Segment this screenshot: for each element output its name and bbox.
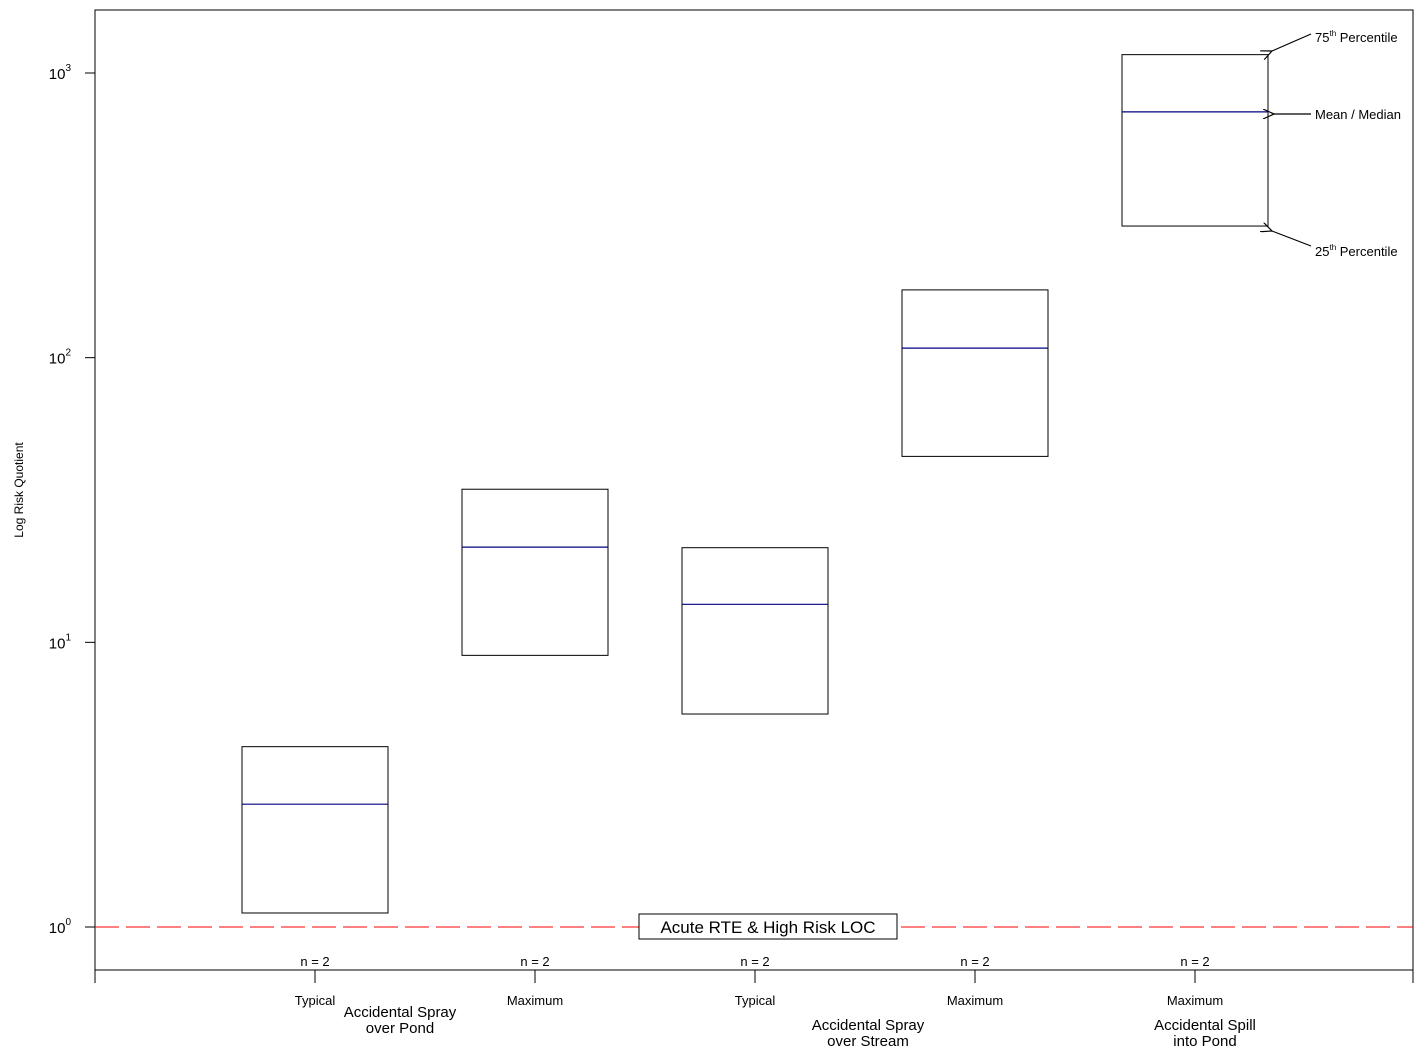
x-group-label: Accidental Spray [812,1017,925,1034]
x-group-label: Accidental Spray [344,1004,457,1021]
reference-line-label: Acute RTE & High Risk LOC [660,918,875,937]
y-axis-label: Log Risk Quotient [12,442,26,538]
p25-label: 25th Percentile [1315,243,1398,259]
y-tick-label: 102 [49,348,72,368]
p25-arrow [1272,231,1312,247]
x-category-label: Maximum [507,993,563,1008]
box-iqr [461,488,609,656]
box-n-label: n = 2 [1180,954,1209,969]
p75-arrow [1272,33,1312,51]
box-iqr [681,547,829,715]
plot-frame [94,9,1414,971]
reference-label-box [638,913,898,940]
x-category-label: Maximum [1167,993,1223,1008]
mean-median-label: Mean / Median [1315,107,1401,122]
x-category-label: Maximum [947,993,1003,1008]
x-group-label: over Pond [366,1020,434,1037]
box-iqr [901,289,1049,457]
y-tick-label: 101 [49,632,72,652]
x-category-label: Typical [735,993,776,1008]
box-legend-annotations: 75th Percentile Mean / Median 25th Perce… [1272,29,1401,259]
p75-label: 75th Percentile [1315,29,1398,45]
boxes [241,54,1269,914]
box-n-label: n = 2 [520,954,549,969]
x-group-label: into Pond [1173,1033,1236,1050]
reference-line-group: Acute RTE & High Risk LOC [95,913,1413,940]
box-iqr [1121,54,1269,227]
x-category-label: Typical [295,993,336,1008]
box-n-label: n = 2 [300,954,329,969]
y-ticks: 100 101 102 103 [49,63,95,937]
x-group-label: Accidental Spill [1154,1017,1256,1034]
box-iqr [241,746,389,914]
box-n-label: n = 2 [740,954,769,969]
x-group-label: over Stream [827,1033,909,1050]
y-tick-label: 103 [49,63,72,83]
box-n-label: n = 2 [960,954,989,969]
x-labels: n = 2 Typical n = 2 Maximum n = 2 Typical n = … [295,954,1256,1050]
y-tick-label: 100 [49,917,72,937]
